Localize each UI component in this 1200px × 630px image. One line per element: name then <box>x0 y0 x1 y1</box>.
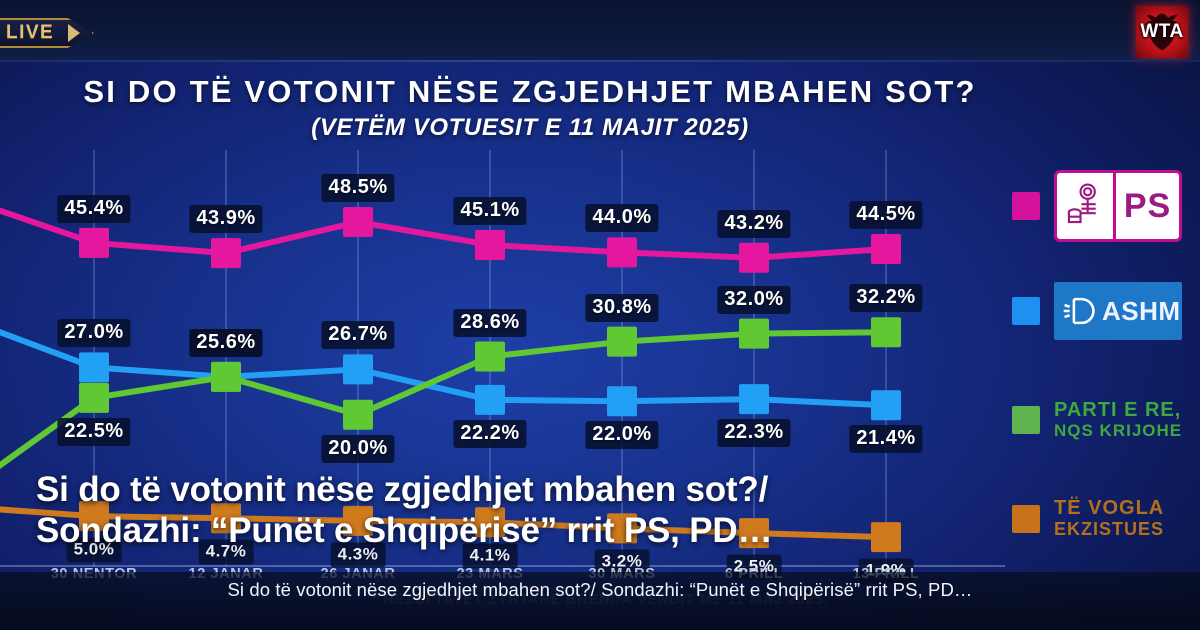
chart-point-label: 43.9% <box>189 205 263 234</box>
legend-label-new-party-line2: NQS KRIJOHE <box>1054 420 1183 440</box>
legend-swatch-new-party <box>1012 405 1040 434</box>
pd-d-icon <box>1063 297 1095 325</box>
chart-series-line <box>0 329 889 469</box>
legend-item-small-parties: TË VOGLA EKZISTUES <box>1012 497 1165 539</box>
legend-swatch-small-parties <box>1012 504 1040 533</box>
legend-swatch-ps <box>1012 192 1040 220</box>
chart-data-point <box>871 317 901 348</box>
chart-data-point <box>607 326 637 357</box>
headline-line-1: SI DO TË VOTONIT NËSE ZGJEDHJET MBAHEN S… <box>83 74 977 109</box>
chart-point-label: 32.2% <box>849 284 923 313</box>
chart-point-label: 22.2% <box>453 419 527 448</box>
chart-point-label: 44.5% <box>849 201 923 230</box>
chart-data-point <box>607 386 637 417</box>
legend-label-new-party-line1: PARTI E RE, <box>1054 399 1182 421</box>
chart-point-label: 22.3% <box>717 419 791 448</box>
legend-item-new-party: PARTI E RE, NQS KRIJOHE <box>1012 399 1183 440</box>
chart-data-point <box>739 384 769 415</box>
live-badge: LIVE <box>0 18 94 48</box>
rose-fist-icon <box>1057 173 1113 239</box>
legend-label-small-parties-line1: TË VOGLA <box>1054 497 1165 519</box>
chart-point-label: 5.0% <box>66 537 122 563</box>
chart-point-label: 28.6% <box>453 308 527 337</box>
chart-data-point <box>739 518 769 549</box>
chart-point-label: 45.1% <box>453 196 527 225</box>
chart-point-label: 26.7% <box>321 321 395 350</box>
chart-data-point <box>607 237 637 268</box>
chart-data-point <box>79 382 109 413</box>
chart-data-point <box>475 507 505 538</box>
chart-data-point <box>475 384 505 415</box>
live-label: LIVE <box>6 22 55 43</box>
chart-data-point <box>607 513 637 544</box>
chart-point-label: 4.1% <box>462 543 518 569</box>
legend-swatch-pd <box>1012 297 1040 325</box>
chart-point-label: 45.4% <box>57 194 131 223</box>
caption-text: Si do të votonit nëse zgjedhjet mbahen s… <box>227 579 973 600</box>
article-title-overlay: Si do të votonit nëse zgjedhjet mbahen s… <box>36 470 1176 552</box>
chart-point-label: 21.4% <box>849 425 923 454</box>
chart-point-label: 27.0% <box>57 319 131 348</box>
chart-point-label: 44.0% <box>585 204 659 233</box>
chart-data-point <box>343 206 373 237</box>
pd-logo-text: ASHM <box>1102 295 1181 326</box>
chart-data-point <box>211 361 241 392</box>
article-title-line-1: Si do të votonit nëse zgjedhjet mbahen s… <box>36 470 769 509</box>
chart-point-label: 22.0% <box>585 421 659 450</box>
chart-data-point <box>79 352 109 383</box>
chart-data-point <box>739 242 769 273</box>
headline-line-2: (VETËM VOTUESIT E 11 MAJIT 2025) <box>311 114 749 141</box>
pd-party-logo: ASHM <box>1054 282 1182 340</box>
chart-point-label: 43.2% <box>717 209 791 238</box>
chart-point-label: 32.0% <box>717 285 791 314</box>
poll-line-chart: 45.4% 43.9% 48.5% 45.1% 44.0% 43.2% 44.5% 27.0%… <box>0 150 1005 584</box>
chart-data-point <box>211 238 241 269</box>
caption-bar: Si do të votonit nëse zgjedhjet mbahen s… <box>0 572 1200 630</box>
chart-point-label: 30.8% <box>585 293 659 322</box>
chart-data-point <box>343 354 373 385</box>
legend-label-small-parties: TË VOGLA EKZISTUES <box>1054 497 1165 539</box>
chart-data-point <box>79 227 109 258</box>
eagle-icon <box>1144 13 1180 51</box>
legend-label-small-parties-line2: EKZISTUES <box>1054 518 1165 539</box>
ps-logo-text: PS <box>1123 186 1172 225</box>
chart-point-label: 3.2% <box>594 549 650 575</box>
channel-logo-text: WTA <box>1140 21 1184 42</box>
chart-canvas <box>0 150 1005 567</box>
chevron-right-icon <box>68 24 80 42</box>
article-title-line-2: Sondazhi: “Punët e Shqipërisë” rrit PS, … <box>36 510 773 550</box>
chart-data-point <box>475 229 505 260</box>
chart-data-point <box>871 390 901 421</box>
logo-divider <box>1113 173 1116 239</box>
chart-point-label: 20.0% <box>321 434 395 463</box>
chart-data-point <box>739 318 769 349</box>
top-bar: LIVE WTA <box>0 0 1200 62</box>
chart-series-line <box>0 506 889 541</box>
chart-data-point <box>343 399 373 430</box>
ps-party-logo: PS <box>1054 170 1182 242</box>
chart-data-point <box>343 505 373 536</box>
channel-logo: WTA <box>1136 6 1188 58</box>
chart-series-line <box>0 207 889 261</box>
chart-point-label: 48.5% <box>321 173 395 202</box>
chart-point-label: 4.3% <box>330 542 386 568</box>
chart-data-point <box>475 341 505 372</box>
chart-data-point <box>871 522 901 553</box>
chart-point-label: 4.7% <box>198 539 254 565</box>
legend-item-ps: PS <box>1012 170 1182 242</box>
legend-item-pd: ASHM <box>1012 282 1182 340</box>
legend-label-new-party: PARTI E RE, NQS KRIJOHE <box>1054 399 1183 440</box>
chart-data-point <box>79 501 109 532</box>
chart-point-label: 22.5% <box>57 417 131 446</box>
graphic-headline: SI DO TË VOTONIT NËSE ZGJEDHJET MBAHEN S… <box>0 74 1060 142</box>
chart-data-point <box>211 503 241 534</box>
chart-data-point <box>871 234 901 265</box>
chart-point-label: 25.6% <box>189 328 263 357</box>
